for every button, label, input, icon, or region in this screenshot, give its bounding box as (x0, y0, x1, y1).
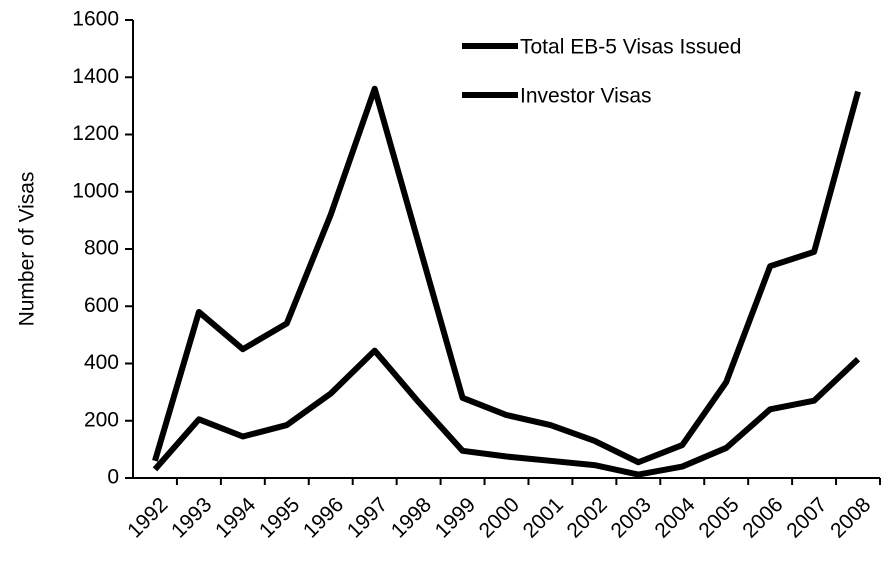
x-tick-label: 1995 (255, 493, 304, 542)
y-tick-label: 800 (84, 237, 119, 260)
x-tick-label: 2002 (563, 493, 612, 542)
y-tick-label: 0 (107, 466, 119, 489)
x-tick-label: 1999 (431, 493, 480, 542)
y-tick-label: 1600 (72, 8, 119, 31)
x-tick-label: 1996 (299, 493, 348, 542)
y-tick-label: 1000 (72, 179, 119, 202)
y-tick-label: 200 (84, 408, 119, 431)
x-tick-label: 2008 (826, 493, 875, 542)
x-tick-label: 2001 (519, 493, 568, 542)
y-tick-label: 1200 (72, 122, 119, 145)
x-tick-label: 1992 (123, 493, 172, 542)
x-tick-label: 1997 (343, 493, 392, 542)
x-tick-label: 1994 (211, 493, 261, 543)
x-tick-label: 2007 (782, 493, 831, 542)
x-tick-label: 2006 (738, 493, 787, 542)
y-axis-label: Number of Visas (16, 172, 39, 327)
legend-label: Investor Visas (520, 85, 652, 108)
y-tick-label: 400 (84, 351, 119, 374)
legend-label: Total EB-5 Visas Issued (520, 36, 741, 59)
line-series (152, 347, 861, 478)
x-tick-label: 1998 (387, 493, 436, 542)
x-tick-label: 2000 (475, 493, 524, 542)
x-tick-label: 2003 (606, 493, 655, 542)
line-series (152, 85, 861, 466)
x-tick-label: 1993 (167, 493, 216, 542)
x-tick-label: 2005 (694, 493, 743, 542)
y-tick-label: 1400 (72, 65, 119, 88)
y-tick-label: 600 (84, 294, 119, 317)
x-tick-label: 2004 (650, 493, 700, 543)
